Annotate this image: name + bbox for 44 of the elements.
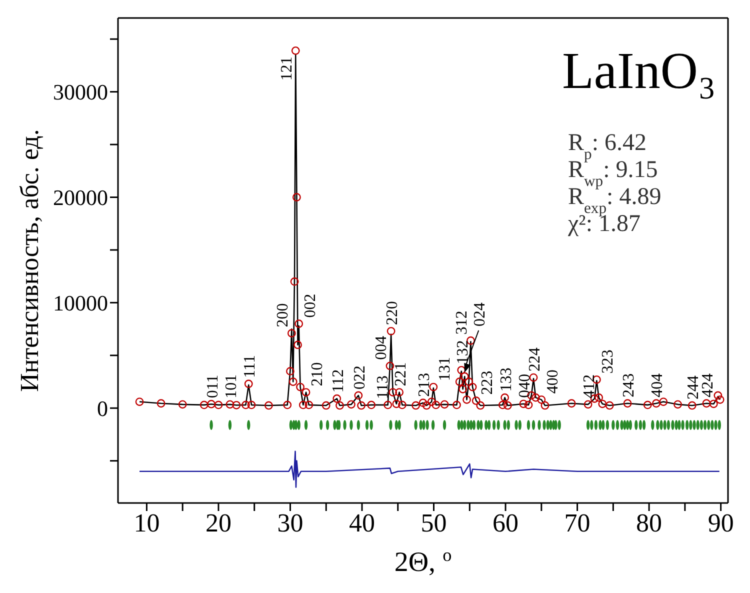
annotation: 412 (581, 374, 598, 398)
x-tick-label: 80 (636, 508, 662, 538)
x-tick-label: 70 (564, 508, 590, 538)
annotation: 002 (302, 294, 319, 318)
annotation: 004 (372, 336, 390, 360)
x-tick-label: 90 (708, 508, 734, 538)
annotation: LaInO₃ (562, 43, 716, 100)
annotation: 133 (498, 368, 515, 392)
annotation: 101 (222, 374, 240, 398)
y-tick-label: 0 (97, 396, 108, 421)
annotation: 220 (384, 301, 402, 326)
annotation: 111 (242, 355, 259, 378)
annotation: 404 (649, 373, 666, 398)
x-tick-label: 30 (277, 508, 304, 538)
annotation: 400 (544, 370, 562, 394)
annotation: 132 (454, 340, 472, 364)
annotation: 213 (416, 372, 433, 397)
annotation: 312 (454, 310, 471, 335)
annotation: 224 (526, 348, 544, 372)
annotation: 112 (330, 369, 347, 393)
annotation: 131 (436, 357, 454, 382)
y-tick-label: 10000 (53, 290, 108, 316)
annotation: 121 (278, 56, 296, 81)
y-tick-label: 20000 (53, 185, 108, 210)
x-axis-title: 2Θ, $^{o}$ (394, 545, 452, 578)
annotation: 210 (309, 362, 326, 386)
x-tick-label: 60 (492, 508, 519, 538)
annotation: 040 (516, 374, 534, 398)
annotation: 221 (392, 362, 410, 386)
x-tick-label: 50 (420, 508, 447, 538)
annotation: R$_{p}$: 6.42 (568, 130, 646, 162)
annotation: 011 (204, 374, 222, 398)
y-tick-label: 30000 (53, 80, 108, 105)
annotation: 022 (351, 365, 368, 390)
x-tick-label: 20 (205, 508, 232, 538)
annotation: 024 (472, 302, 489, 326)
annotation: 113 (374, 376, 392, 399)
annotation: 200 (274, 303, 292, 328)
annotation: 323 (600, 350, 617, 374)
x-tick-label: 40 (349, 508, 375, 538)
annotation: 223 (479, 370, 496, 395)
y-axis-title: Интенсивность, абс. ед. (15, 129, 44, 392)
annotation: 243 (620, 373, 638, 398)
x-tick-label: 10 (134, 508, 160, 538)
